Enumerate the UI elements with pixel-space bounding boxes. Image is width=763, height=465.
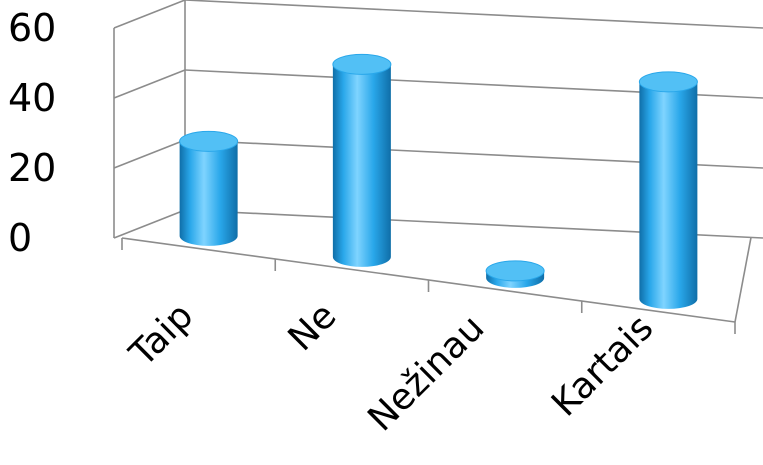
bar-body bbox=[639, 81, 698, 309]
bars bbox=[179, 53, 698, 309]
bar-top bbox=[332, 53, 392, 75]
x-tick-label: Kartais bbox=[544, 307, 661, 424]
x-tick-label: Taip bbox=[121, 295, 201, 375]
side-gridline-20 bbox=[113, 139, 186, 169]
chart-walls bbox=[113, 0, 763, 323]
y-tick-label: 60 bbox=[8, 6, 56, 50]
y-tick-label: 0 bbox=[8, 216, 32, 260]
x-tick-label: Nežinau bbox=[360, 307, 492, 439]
y-tick-label: 20 bbox=[8, 146, 56, 190]
bar-body bbox=[332, 64, 391, 267]
gridline-60 bbox=[184, 0, 763, 29]
bar-top bbox=[179, 130, 239, 152]
side-gridline-40 bbox=[113, 69, 186, 99]
side-gridline-0 bbox=[113, 209, 186, 239]
bar-taip bbox=[179, 130, 239, 246]
x-tick-label: Ne bbox=[281, 295, 345, 359]
bar-body bbox=[179, 141, 238, 246]
side-gridline-60 bbox=[113, 0, 186, 29]
y-axis: 0 20 40 60 bbox=[8, 6, 56, 260]
floor-right-edge bbox=[734, 237, 752, 323]
bar-nežinau bbox=[485, 260, 545, 288]
bar-top bbox=[638, 71, 698, 93]
bar-kartais bbox=[638, 71, 698, 309]
bar-ne bbox=[332, 53, 392, 267]
bar-top bbox=[485, 260, 545, 282]
y-tick-label: 40 bbox=[8, 76, 56, 120]
